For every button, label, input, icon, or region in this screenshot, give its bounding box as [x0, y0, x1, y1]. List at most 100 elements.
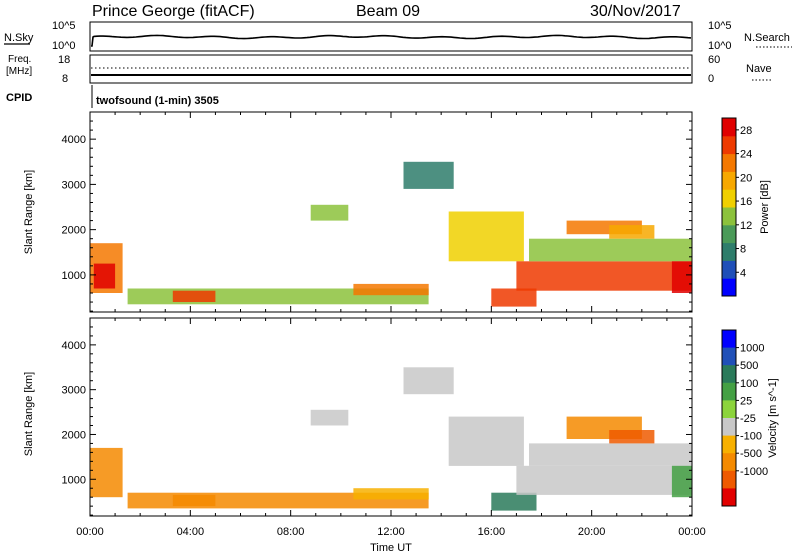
velocity-colorbar: 1000 500 100 25 -25 -100 -500 -1000 Velocity [m … [721, 329, 779, 507]
power-colorbar-segment [722, 118, 736, 137]
power-colorbar-label: 8 [740, 244, 746, 256]
noise-right-bottom-tick: 10^0 [708, 40, 732, 52]
y-tick-label: 1000 [62, 474, 86, 486]
nave-label: Nave [746, 63, 772, 75]
power-colorbar-label: 16 [740, 196, 752, 208]
scatter-region [448, 211, 524, 262]
y-tick-label: 1000 [62, 270, 86, 282]
nsearch-label: N.Search [744, 32, 790, 44]
y-tick-label: 2000 [62, 225, 86, 237]
beam-title: Beam 09 [356, 3, 420, 20]
velocity-colorbar-segment [722, 435, 736, 454]
power-colorbar-title: Power [dB] [759, 180, 771, 234]
scatter-region [448, 416, 524, 466]
power-colorbar-frame [721, 117, 737, 297]
velocity-colorbar-label: 500 [740, 360, 758, 372]
power-colorbar-segment [722, 207, 736, 226]
noise-panel [89, 21, 693, 52]
scatter-region [310, 409, 349, 426]
scatter-region [310, 204, 349, 221]
cpid-label: CPID [6, 92, 32, 104]
power-colorbar-segment [722, 189, 736, 208]
velocity-colorbar-label: -500 [740, 448, 762, 460]
scatter-region [491, 288, 537, 307]
x-tick-label: 12:00 [377, 526, 405, 538]
x-tick-label: 00:00 [678, 526, 706, 538]
velocity-colorbar-label: 25 [740, 395, 752, 407]
noise-trace [91, 34, 692, 47]
power-colorbar-label: 24 [740, 149, 752, 161]
freq-right-top-tick: 60 [708, 54, 720, 66]
velocity-colorbar-segment [722, 347, 736, 366]
date-title: 30/Nov/2017 [590, 3, 681, 20]
y-tick-label: 3000 [62, 385, 86, 397]
scatter-region [403, 367, 454, 395]
velocity-colorbar-label: -1000 [740, 466, 768, 478]
station-title: Prince George (fitACF) [92, 3, 255, 20]
y-tick-label: 4000 [62, 340, 86, 352]
time-axis-ticks: 00:00 04:00 08:00 12:00 16:00 20:00 00:00 [76, 526, 706, 538]
velocity-colorbar-label: -100 [740, 431, 762, 443]
power-colorbar-segment [722, 135, 736, 155]
power-colorbar-label: 28 [740, 125, 752, 137]
scatter-region [353, 283, 429, 296]
velocity-colorbar-segment [722, 365, 736, 384]
scatter-region [172, 290, 216, 302]
freq-panel [89, 54, 693, 84]
velocity-colorbar-segment [722, 382, 736, 401]
freq-label-line1: Freq. [8, 54, 31, 65]
x-tick-label: 00:00 [76, 526, 104, 538]
y-tick-label: 4000 [62, 134, 86, 146]
x-tick-label: 04:00 [177, 526, 205, 538]
freq-label-line2: [MHz] [6, 66, 32, 77]
scatter-region [491, 492, 537, 511]
scatter-region [529, 443, 692, 466]
power-ylabel: Slant Range [km] [23, 170, 35, 254]
scatter-region [529, 238, 692, 262]
power-colorbar-segment [722, 260, 736, 279]
scatter-region [172, 494, 216, 507]
power-colorbar-label: 4 [740, 267, 746, 279]
y-tick-label: 2000 [62, 429, 86, 441]
velocity-colorbar-segment [722, 453, 736, 472]
velocity-colorbar-title: Velocity [m s^-1] [767, 378, 779, 458]
scatter-region [93, 263, 116, 289]
freq-right-bottom-tick: 0 [708, 73, 714, 85]
freq-left-top-tick: 18 [58, 54, 70, 66]
velocity-colorbar-segment [722, 488, 736, 507]
velocity-colorbar-segment [722, 400, 736, 419]
freq-left-bottom-tick: 8 [62, 73, 68, 85]
power-colorbar-segment [722, 224, 736, 244]
scatter-region [403, 161, 454, 189]
scatter-region [516, 465, 692, 495]
power-colorbar-segment [722, 242, 736, 261]
scatter-region [671, 465, 692, 498]
scatter-region [609, 225, 655, 239]
x-tick-label: 16:00 [478, 526, 506, 538]
velocity-colorbar-segment [722, 330, 736, 349]
power-colorbar-segment [722, 278, 736, 297]
scatter-region [671, 261, 692, 293]
time-axis-label: Time UT [370, 542, 412, 554]
velocity-colorbar-segment [722, 470, 736, 489]
scatter-region [516, 261, 692, 291]
velocity-colorbar-label: 100 [740, 378, 758, 390]
scatter-region [353, 488, 429, 500]
power-colorbar-segment [722, 153, 736, 172]
y-tick-label: 3000 [62, 179, 86, 191]
velocity-colorbar-label: -25 [740, 413, 756, 425]
x-tick-label: 08:00 [277, 526, 305, 538]
cpid-value: twofsound (1-min) 3505 [96, 95, 219, 107]
velocity-ylabel: Slant Range [km] [23, 372, 35, 456]
power-colorbar: 4 8 12 16 20 24 28 Power [dB] [721, 117, 771, 297]
nsky-label: N.Sky [4, 32, 34, 44]
power-panel: 1000 2000 3000 4000 [62, 111, 693, 313]
velocity-panel: 1000 2000 3000 4000 [62, 317, 693, 517]
noise-left-bottom-tick: 10^0 [52, 40, 76, 52]
power-colorbar-label: 20 [740, 172, 752, 184]
power-colorbar-segment [722, 171, 736, 190]
power-colorbar-label: 12 [740, 220, 752, 232]
noise-line [91, 34, 692, 47]
noise-right-top-tick: 10^5 [708, 20, 732, 32]
